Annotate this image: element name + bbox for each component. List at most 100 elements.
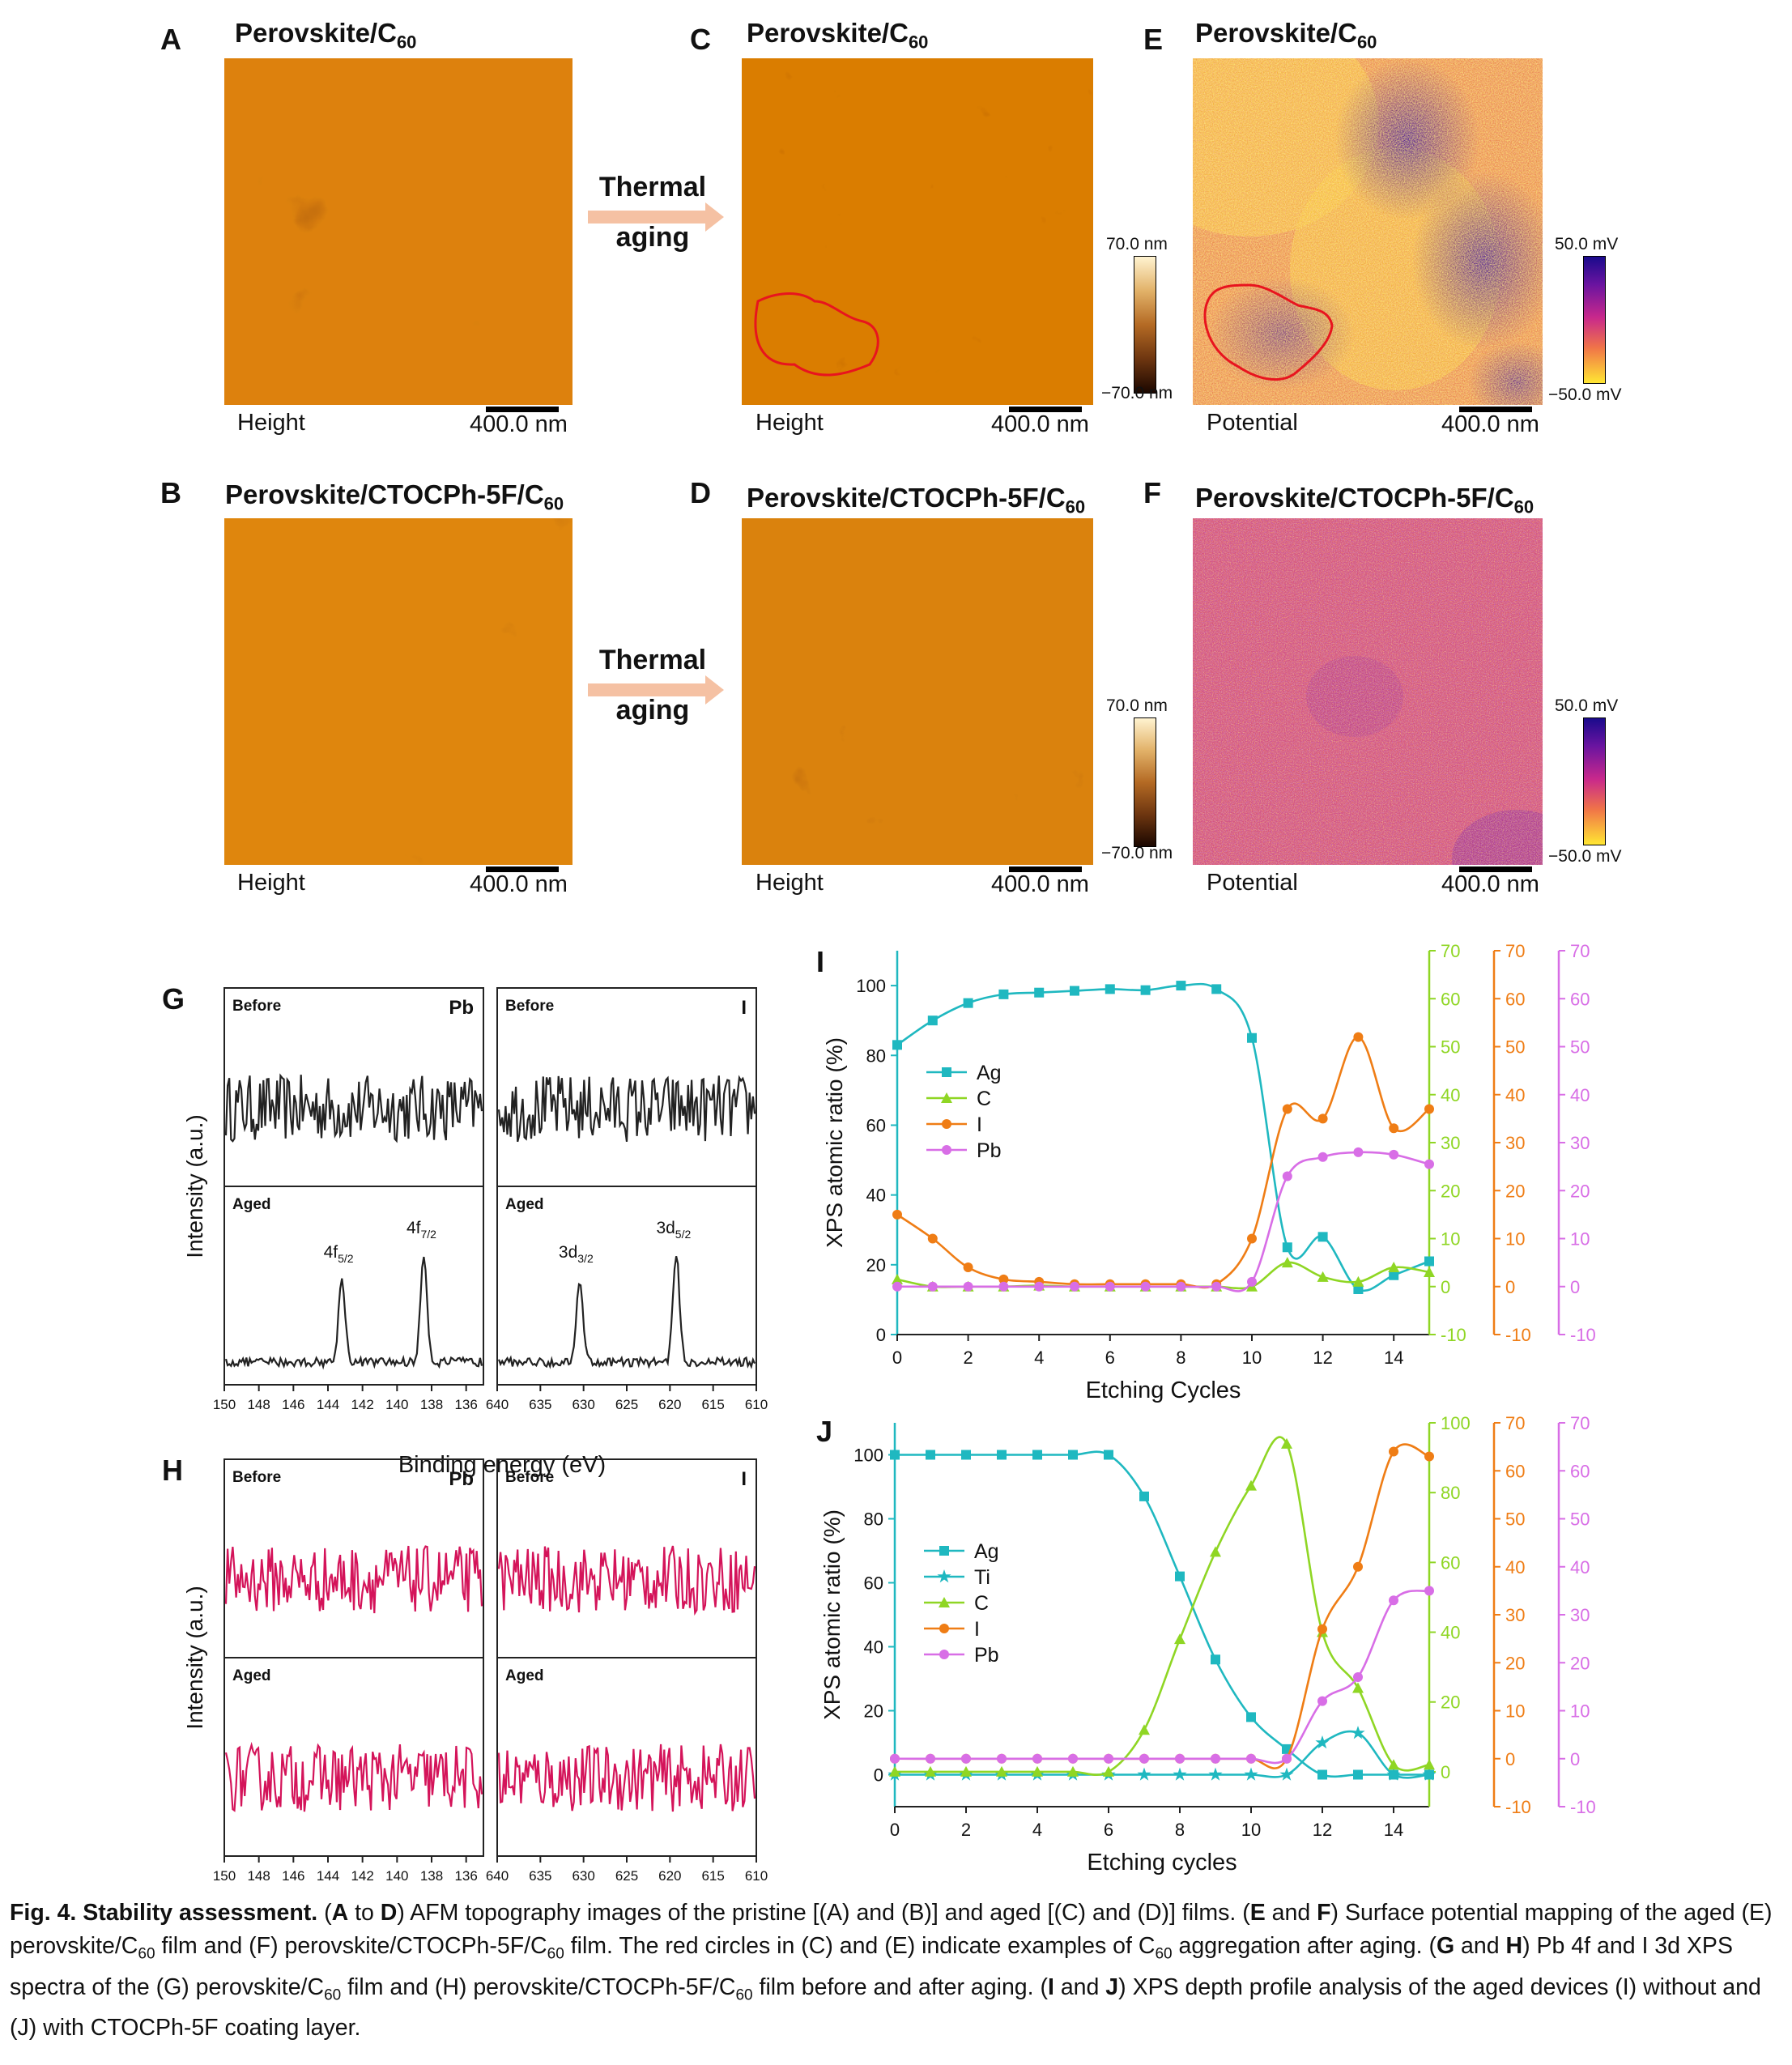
rtick-label-I03: 20	[1441, 1181, 1460, 1201]
point-J-Ag-6	[1104, 1450, 1113, 1460]
ylabel-H: Intensity (a.u.)	[182, 1586, 207, 1729]
rtick-label-I14: 30	[1505, 1133, 1525, 1153]
panel-letter-F: F	[1143, 476, 1161, 509]
xtick-label-J6: 12	[1313, 1820, 1332, 1840]
xlabel-G: Binding energy (eV)	[398, 1452, 606, 1478]
point-I-Ag-10	[1247, 1032, 1257, 1043]
point-J-Pb-14	[1389, 1595, 1398, 1606]
xtick-label-G05: 140	[385, 1397, 408, 1412]
scalebar-D	[1009, 866, 1082, 872]
rtick-label-J05: 100	[1441, 1413, 1471, 1433]
rtick-label-J28: 70	[1570, 1413, 1590, 1433]
arrow-text-2b: aging	[615, 695, 690, 726]
point-I-C-0	[892, 1273, 903, 1284]
rtick-label-J02: 40	[1441, 1623, 1460, 1643]
point-I-C-13	[1352, 1275, 1364, 1287]
cb-height-top-2: 70.0 nm	[1106, 696, 1168, 715]
xtick-label-J3: 6	[1104, 1820, 1113, 1840]
point-J-Pb-10	[1246, 1753, 1256, 1764]
ytick-label-I4: 80	[866, 1045, 886, 1066]
point-J-Ag-12	[1317, 1769, 1327, 1780]
ylabel-G: Intensity (a.u.)	[182, 1114, 207, 1258]
point-I-Ag-13	[1353, 1284, 1364, 1294]
cb-pot-top-2: 50.0 mV	[1555, 696, 1619, 715]
point-I-I-10	[1247, 1233, 1257, 1244]
panel-letter-H: H	[162, 1454, 183, 1487]
xtick-label-G02: 146	[282, 1397, 304, 1412]
ytick-label-I1: 20	[866, 1255, 886, 1275]
spectrum-G00	[224, 1073, 483, 1143]
xtick-label-H13: 625	[615, 1868, 638, 1884]
rtick-label-J16: 50	[1505, 1509, 1525, 1530]
point-I-Ag-11	[1282, 1242, 1292, 1253]
peak-label-G00: 4f5/2	[324, 1243, 354, 1265]
point-J-Pb-8	[1175, 1753, 1185, 1764]
point-J-Ti-9	[1208, 1767, 1223, 1781]
xtick-label-H16: 610	[745, 1868, 768, 1884]
ytick-label-I0: 0	[876, 1325, 886, 1345]
point-I-Ag-4	[1034, 987, 1045, 998]
scale-text-B: 400.0 nm	[470, 871, 568, 897]
spectrum-H01	[224, 1741, 483, 1812]
state-label-H00: Before	[232, 1469, 281, 1486]
point-J-Pb-15	[1424, 1586, 1434, 1596]
cb-pot-top-1: 50.0 mV	[1555, 235, 1619, 253]
cb-pot-bot-1: −50.0 mV	[1548, 385, 1622, 404]
rtick-label-I25: 40	[1570, 1085, 1590, 1105]
xtick-label-H02: 146	[282, 1868, 304, 1884]
point-I-Pb-11	[1282, 1171, 1292, 1182]
point-J-Ag-13	[1353, 1769, 1363, 1780]
point-I-Ag-1	[927, 1015, 938, 1026]
point-I-C-14	[1388, 1262, 1400, 1273]
point-J-Ag-0	[890, 1450, 900, 1460]
rtick-label-J18: 70	[1505, 1413, 1525, 1433]
point-I-Ag-14	[1389, 1270, 1399, 1280]
scalebar-F	[1459, 866, 1532, 872]
rtick-label-I17: 60	[1505, 989, 1525, 1009]
point-J-C-11	[1281, 1437, 1292, 1449]
ytick-label-I2: 40	[866, 1186, 886, 1206]
xtick-label-G14: 620	[658, 1397, 681, 1412]
xtick-label-I4: 8	[1176, 1348, 1185, 1368]
kpfm-image-E	[1193, 58, 1543, 405]
point-J-Ag-9	[1211, 1654, 1220, 1665]
afm-image-C	[742, 58, 1093, 405]
spectrum-H10	[497, 1545, 756, 1616]
panel-letter-J: J	[816, 1415, 832, 1448]
point-I-Pb-14	[1389, 1149, 1399, 1160]
rtick-label-J24: 30	[1570, 1605, 1590, 1625]
point-J-Ag-5	[1068, 1450, 1078, 1460]
colorbar-potential-2	[1583, 717, 1606, 845]
red-circle-C	[754, 292, 879, 377]
cb-height-bot-2: −70.0 nm	[1101, 844, 1173, 862]
legend-label-IAg: Ag	[977, 1062, 1002, 1084]
element-label-H0: Pb	[449, 1468, 474, 1490]
rtick-label-I00: -10	[1441, 1325, 1466, 1345]
label-B: Height	[237, 870, 305, 896]
point-I-I-14	[1389, 1123, 1399, 1134]
xtick-label-G03: 144	[317, 1397, 339, 1412]
rtick-label-I12: 10	[1505, 1229, 1525, 1250]
xtick-label-H05: 140	[385, 1868, 408, 1884]
rtick-label-J22: 10	[1570, 1701, 1590, 1722]
legend-label-JPb: Pb	[974, 1644, 999, 1667]
kpfm-image-F	[1193, 518, 1543, 865]
xtick-label-H14: 620	[658, 1868, 681, 1884]
afm-image-D	[742, 518, 1093, 865]
panel-letter-I: I	[816, 945, 824, 978]
rtick-label-I22: 10	[1570, 1229, 1590, 1250]
rtick-label-J17: 60	[1505, 1461, 1525, 1481]
point-J-Ti-12	[1315, 1735, 1330, 1749]
rtick-label-J10: -10	[1505, 1797, 1531, 1817]
point-I-Pb-3	[998, 1281, 1009, 1292]
panel-title-E: Perovskite/C60	[1195, 18, 1377, 53]
point-I-Pb-1	[927, 1281, 938, 1292]
ytick-label-J5: 100	[853, 1446, 883, 1466]
xtick-label-G06: 138	[420, 1397, 443, 1412]
point-J-C-13	[1352, 1682, 1364, 1693]
xtick-label-I0: 0	[892, 1348, 902, 1368]
point-J-C-2	[960, 1765, 972, 1777]
xtick-label-J2: 4	[1032, 1820, 1042, 1840]
point-J-Ag-10	[1246, 1712, 1256, 1722]
legend-marker-JAg	[939, 1546, 949, 1556]
